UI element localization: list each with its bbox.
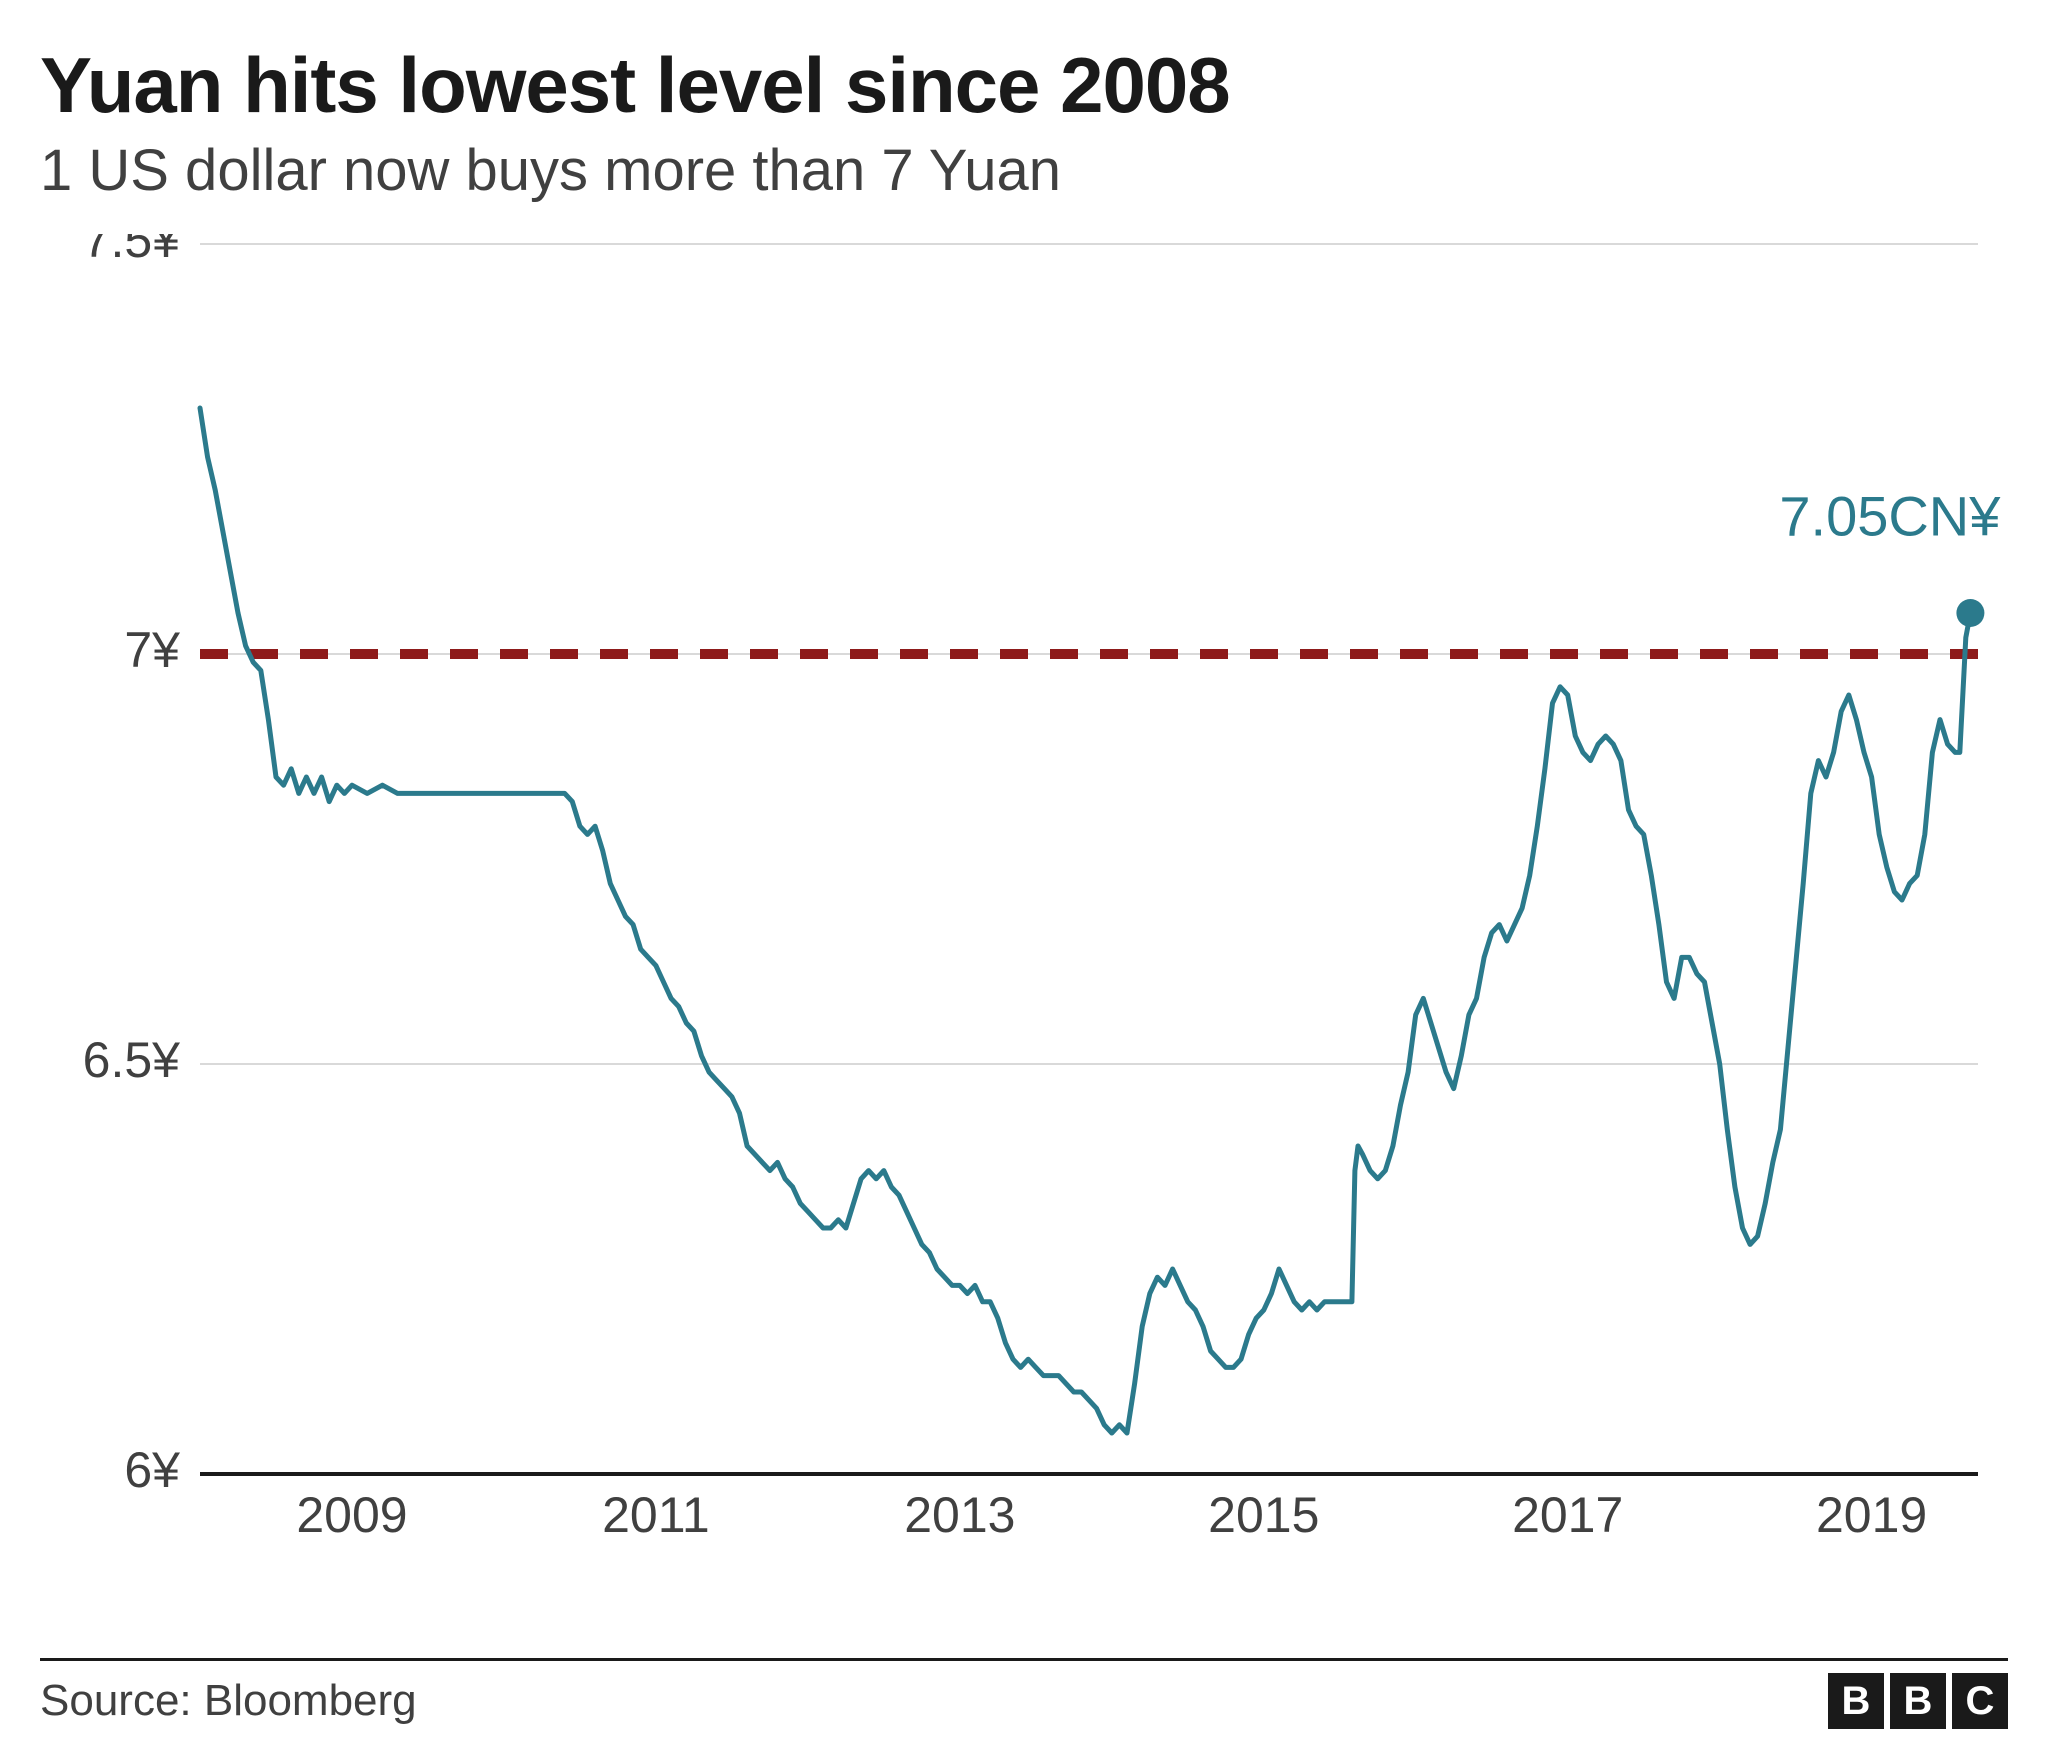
bbc-logo: BBC: [1828, 1673, 2008, 1729]
end-marker: [1956, 599, 1984, 627]
chart-area: 6¥ 6.5¥ 7¥ 7.5¥ 2009 2011 2013 2015 2017 2019 7.05…: [40, 234, 2008, 1584]
bbc-logo-block: C: [1952, 1673, 2008, 1729]
x-tick-label: 2009: [296, 1487, 407, 1543]
bbc-logo-block: B: [1890, 1673, 1946, 1729]
x-tick-label: 2011: [602, 1487, 710, 1543]
line-chart: 6¥ 6.5¥ 7¥ 7.5¥ 2009 2011 2013 2015 2017 2019 7.05…: [40, 234, 2008, 1584]
x-tick-label: 2017: [1512, 1487, 1623, 1543]
data-line: [200, 408, 1970, 1433]
chart-title: Yuan hits lowest level since 2008: [40, 40, 2008, 131]
chart-subtitle: 1 US dollar now buys more than 7 Yuan: [40, 137, 2008, 204]
y-tick-label: 7.5¥: [83, 234, 181, 268]
x-tick-label: 2015: [1208, 1487, 1319, 1543]
y-tick-label: 7¥: [124, 622, 180, 678]
y-tick-label: 6¥: [124, 1442, 180, 1498]
bbc-logo-block: B: [1828, 1673, 1884, 1729]
source-text: Source: Bloomberg: [40, 1676, 417, 1726]
y-tick-label: 6.5¥: [83, 1032, 181, 1088]
callout-label: 7.05CN¥: [1779, 485, 2001, 548]
figure: Yuan hits lowest level since 2008 1 US d…: [0, 0, 2048, 1759]
x-tick-label: 2019: [1816, 1487, 1927, 1543]
x-tick-label: 2013: [904, 1487, 1015, 1543]
footer: Source: Bloomberg BBC: [40, 1658, 2008, 1729]
